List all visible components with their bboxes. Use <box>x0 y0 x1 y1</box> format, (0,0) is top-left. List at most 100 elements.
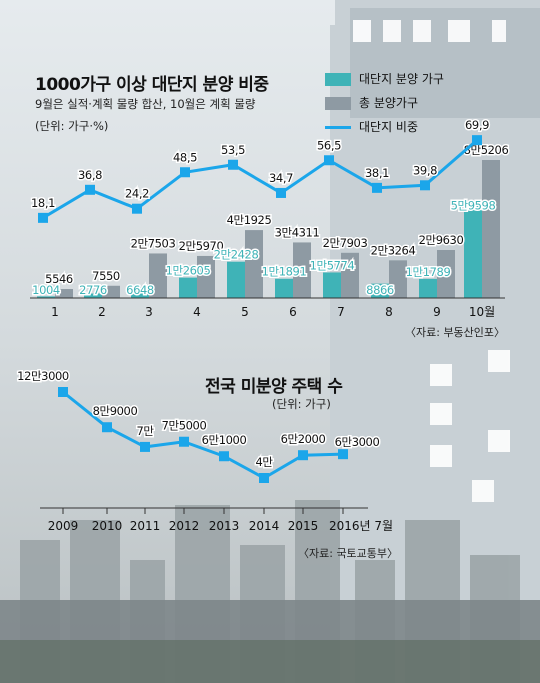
share-label: 36,8 <box>78 168 102 182</box>
unsold-point <box>102 422 112 433</box>
share-point <box>420 180 430 191</box>
bar-large <box>84 293 102 298</box>
unsold-line <box>62 390 344 480</box>
unsold-point <box>179 436 189 447</box>
unsold-label: 7만 <box>136 424 154 438</box>
bar-total <box>341 252 359 298</box>
bar-large <box>37 296 55 298</box>
share-point <box>324 155 334 166</box>
chart1-x-tick: 7 <box>337 305 345 319</box>
chart1-x-tick: 9 <box>433 305 441 319</box>
share-label: 69,9 <box>465 118 489 132</box>
unsold-point <box>259 473 269 483</box>
bar-total-label: 2만5970 <box>179 239 224 253</box>
unsold-label: 8만9000 <box>93 404 138 418</box>
bar-large <box>419 278 437 298</box>
share-point <box>228 159 238 170</box>
chart2-x-tick: 2014 <box>249 519 280 533</box>
bar-total-label: 4만1925 <box>227 213 272 227</box>
share-label: 24,2 <box>125 187 149 201</box>
chart1-x-tick: 2 <box>98 305 106 319</box>
bar-total <box>197 255 215 298</box>
unsold-point <box>219 451 229 462</box>
bar-total <box>389 260 407 298</box>
legend-swatch-total <box>325 97 351 110</box>
share-label: 18,1 <box>31 196 55 210</box>
share-point <box>180 167 190 178</box>
chart2-x-tick: 2015 <box>288 519 319 533</box>
bar-total <box>245 230 263 298</box>
bar-total <box>55 289 73 298</box>
bar-large-label: 8866 <box>366 283 394 297</box>
bar-total <box>293 242 311 298</box>
bar-large-label: 1만1891 <box>262 265 307 279</box>
share-label: 48,5 <box>173 150 197 164</box>
legend-large: 대단지 분양 가구 <box>325 70 444 87</box>
chart2-x-tick: 2009 <box>48 519 79 533</box>
legend-large-label: 대단지 분양 가구 <box>359 72 444 86</box>
chart1-title: 1000가구 이상 대단지 분양 비중 <box>35 75 269 95</box>
chart2-x-tick: 2011 <box>130 519 161 533</box>
unsold-label: 4만 <box>255 455 273 469</box>
legend-line-share <box>325 126 351 129</box>
bar-large <box>323 272 341 298</box>
chart1-subtitle: 9월은 실적·계획 물량 합산, 10월은 계획 물량 <box>35 97 256 111</box>
bar-total-label: 5546 <box>45 272 73 286</box>
chart2-x-tick: 2010 <box>92 519 123 533</box>
share-label: 56,5 <box>317 138 341 152</box>
bar-large <box>371 283 389 298</box>
share-label: 53,5 <box>221 143 245 157</box>
legend-share-label: 대단지 비중 <box>359 120 419 134</box>
share-point <box>38 212 48 223</box>
bar-total <box>482 160 500 298</box>
bar-large-label: 1만5774 <box>310 258 355 272</box>
bar-large <box>179 277 197 298</box>
chart1-unit: (단위: 가구·%) <box>35 119 109 133</box>
legend-total: 총 분양가구 <box>325 94 418 111</box>
bar-total-label: 2만7903 <box>323 236 368 250</box>
bar-large-label: 2776 <box>79 283 107 297</box>
bar-total-label: 3만4311 <box>275 225 320 239</box>
share-point <box>85 184 95 195</box>
bar-total-label: 7550 <box>92 269 120 283</box>
bar-large <box>464 201 482 298</box>
bar-large-label: 5만9598 <box>451 198 496 212</box>
bar-total-label: 2만9630 <box>419 233 464 247</box>
share-label: 39,8 <box>413 163 437 177</box>
chart2-x-tick: 2013 <box>209 519 240 533</box>
chart2-source: 〈자료: 국토교통부〉 <box>298 547 399 560</box>
chart1-x-tick: 6 <box>289 305 297 319</box>
unsold-point <box>338 449 348 460</box>
chart2-title: 전국 미분양 주택 수 <box>205 377 343 397</box>
bar-large <box>131 287 149 298</box>
chart1-x-tick: 5 <box>241 305 249 319</box>
unsold-label: 6만2000 <box>281 432 326 446</box>
bar-large-label: 2만2428 <box>214 248 259 262</box>
chart2-x-tick: 2012 <box>169 519 200 533</box>
chart1-x-tick: 10월 <box>469 305 495 319</box>
share-point <box>472 135 482 146</box>
chart1-x-tick: 3 <box>145 305 153 319</box>
bar-large-label: 1004 <box>32 283 60 297</box>
bar-total-label: 2만7503 <box>131 236 176 250</box>
chart2-unit: (단위: 가구) <box>272 397 331 411</box>
share-line <box>42 139 478 220</box>
chart1-x-tick: 1 <box>51 305 59 319</box>
bar-large <box>275 278 293 298</box>
bar-large <box>227 261 245 298</box>
unsold-point <box>58 387 68 397</box>
bar-large-label: 1만2605 <box>166 264 211 278</box>
share-label: 38,1 <box>365 166 389 180</box>
unsold-point <box>140 441 150 452</box>
unsold-point <box>298 450 308 461</box>
bar-total <box>102 285 120 298</box>
bar-total <box>149 253 167 298</box>
bar-large-label: 1만1789 <box>406 265 451 279</box>
bar-total-label: 8만5206 <box>464 143 509 157</box>
chart1-x-tick: 8 <box>385 305 393 319</box>
unsold-label: 12만3000 <box>17 369 69 383</box>
share-point <box>372 182 382 193</box>
